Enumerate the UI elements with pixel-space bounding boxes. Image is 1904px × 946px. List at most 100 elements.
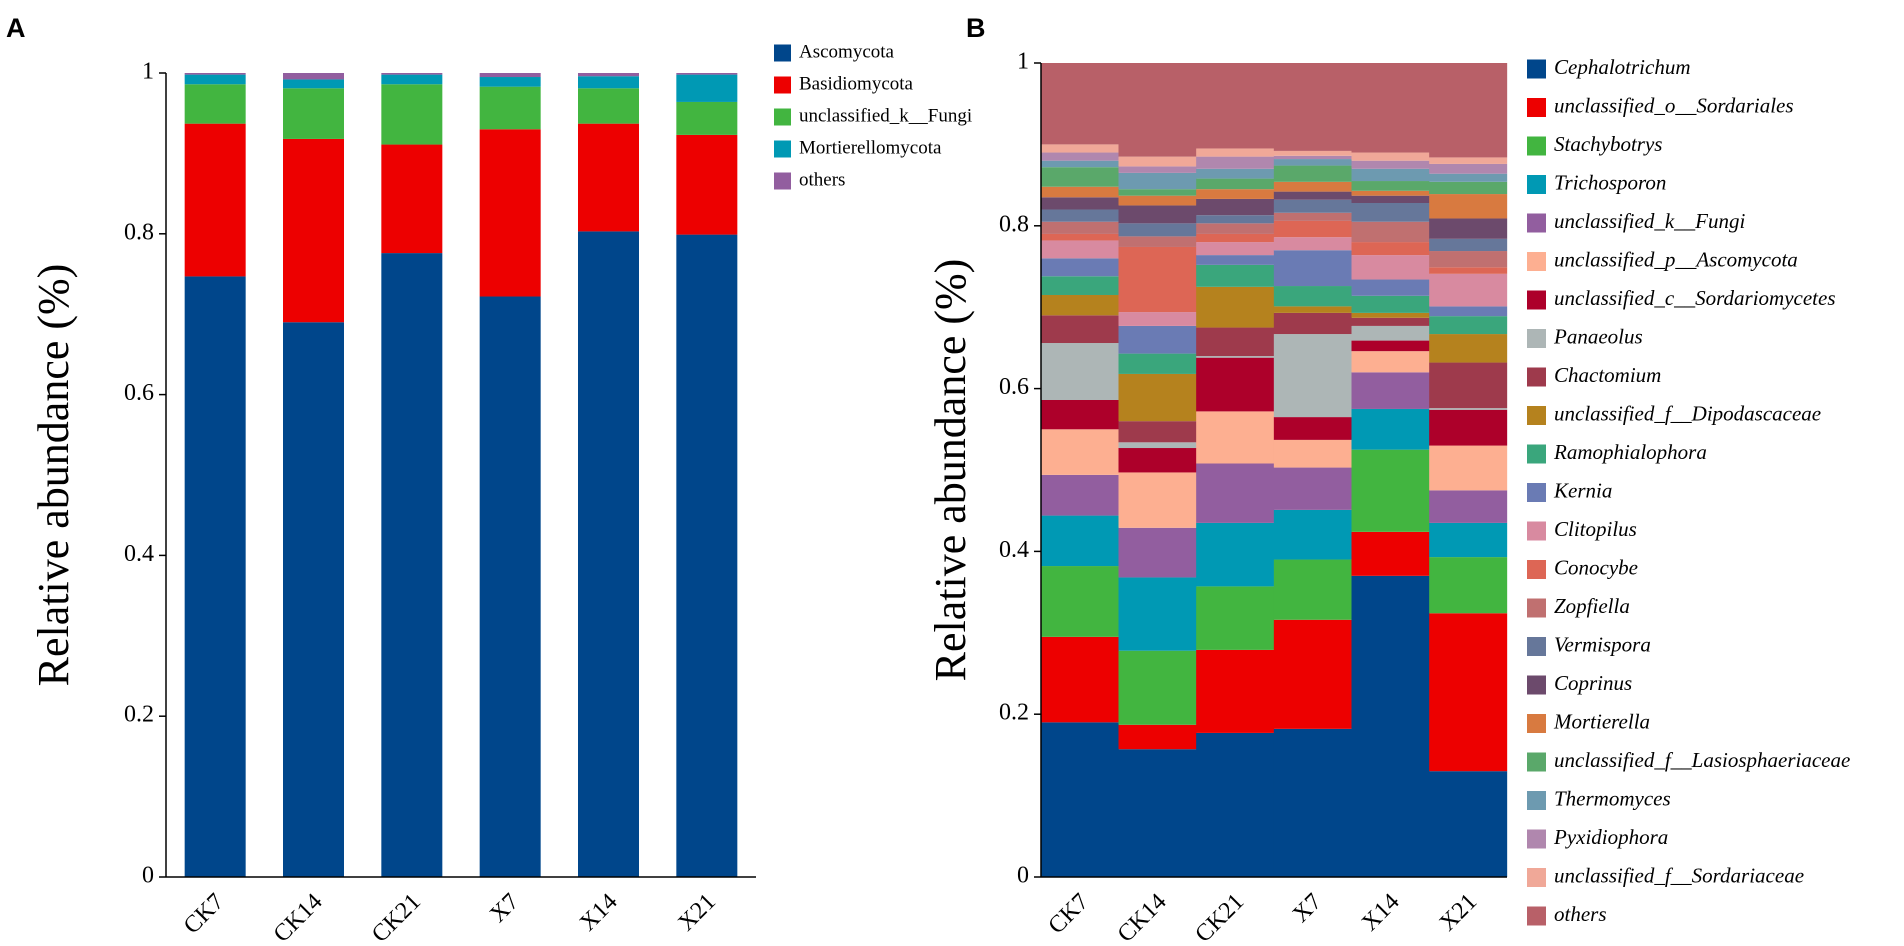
bar-segment bbox=[578, 123, 639, 232]
x-tick-label: CK21 bbox=[1190, 889, 1249, 946]
bar-segment bbox=[1273, 559, 1352, 620]
bar-segment bbox=[1040, 722, 1119, 877]
legend-label: Vermispora bbox=[1554, 632, 1651, 656]
bar-segment bbox=[1196, 233, 1275, 243]
legend-swatch bbox=[1527, 714, 1546, 733]
legend-label: unclassified_f__Sordariaceae bbox=[1554, 863, 1804, 887]
bar-segment bbox=[184, 73, 246, 75]
bar-segment bbox=[1351, 575, 1430, 877]
bar-segment bbox=[1196, 189, 1275, 199]
y-tick-label: 0.2 bbox=[124, 702, 154, 728]
bar-segment bbox=[1273, 417, 1352, 440]
legend-swatch bbox=[1527, 598, 1546, 618]
bar-segment bbox=[1351, 408, 1430, 450]
bar-segment bbox=[1273, 150, 1352, 156]
bar-segment bbox=[578, 231, 639, 877]
bar-segment bbox=[1196, 586, 1275, 650]
bar-segment bbox=[283, 88, 344, 139]
bar-segment bbox=[1118, 236, 1197, 247]
legend-label: Ramophialophora bbox=[1553, 440, 1707, 464]
bar-segment bbox=[1429, 181, 1508, 195]
bar-segment bbox=[1040, 233, 1119, 241]
bar-segment bbox=[1118, 246, 1197, 313]
bar-segment bbox=[1118, 421, 1197, 443]
bar-segment bbox=[1196, 286, 1275, 328]
bar-segment bbox=[1196, 215, 1275, 224]
legend-swatch bbox=[1527, 329, 1546, 348]
bar-segment bbox=[1118, 195, 1197, 206]
legend-swatch bbox=[1527, 175, 1546, 194]
bar-segment bbox=[1351, 317, 1430, 326]
bar-segment bbox=[1429, 409, 1508, 446]
y-tick-label: 0.8 bbox=[124, 219, 154, 245]
legend-swatch bbox=[1527, 252, 1546, 271]
bar-segment bbox=[676, 73, 738, 75]
legend-swatch bbox=[1527, 752, 1546, 772]
legend-label: Zopfiella bbox=[1554, 594, 1630, 618]
legend-swatch bbox=[1527, 906, 1546, 926]
bar-segment bbox=[1351, 255, 1430, 280]
bar-segment bbox=[1118, 156, 1197, 167]
bar-segment bbox=[1351, 279, 1430, 296]
bar-segment bbox=[1351, 221, 1430, 243]
bar-segment bbox=[1040, 566, 1119, 637]
bar-segment bbox=[1118, 205, 1197, 224]
bar-segment bbox=[1429, 157, 1508, 164]
bar-segment bbox=[1273, 212, 1352, 221]
bar-segment bbox=[1429, 218, 1508, 239]
bar-segment bbox=[1273, 334, 1352, 418]
legend-label: unclassified_f__Lasiosphaeriaceae bbox=[1554, 748, 1850, 772]
bar-segment bbox=[1351, 531, 1430, 576]
bar-segment bbox=[1351, 295, 1430, 313]
bar-segment bbox=[1040, 474, 1119, 516]
legend-swatch bbox=[1527, 444, 1546, 464]
y-tick-label: 0.2 bbox=[999, 700, 1029, 726]
legend-label: Mortierella bbox=[1553, 709, 1650, 733]
bar-segment bbox=[1196, 264, 1275, 287]
bar-segment bbox=[1040, 209, 1119, 222]
bar-segment bbox=[1196, 411, 1275, 464]
bar-segment bbox=[1040, 152, 1119, 161]
bar-segment bbox=[1196, 357, 1275, 412]
legend-swatch bbox=[774, 172, 791, 190]
bar-segment bbox=[1429, 408, 1508, 410]
x-tick-label: X7 bbox=[1288, 889, 1327, 928]
legend-swatch bbox=[1527, 868, 1546, 887]
bar-segment bbox=[1273, 165, 1352, 182]
bar-segment bbox=[1040, 636, 1119, 723]
bar-segment bbox=[1196, 732, 1275, 877]
bar-segment bbox=[1429, 334, 1508, 363]
legend-label: Trichosporon bbox=[1554, 170, 1666, 194]
legend-label: Clitopilus bbox=[1554, 517, 1637, 541]
legend-label: Conocybe bbox=[1554, 555, 1638, 579]
bar-segment bbox=[1118, 325, 1197, 354]
bar-segment bbox=[578, 73, 639, 77]
bar-segment bbox=[1351, 160, 1430, 169]
bar-segment bbox=[1118, 312, 1197, 326]
bar-segment bbox=[1273, 728, 1352, 877]
legend-label: others bbox=[1554, 902, 1607, 926]
bar-segment bbox=[1351, 325, 1430, 341]
bar-segment bbox=[1429, 557, 1508, 614]
legend-label: unclassified_o__Sordariales bbox=[1554, 93, 1794, 117]
bar-segment bbox=[1040, 197, 1119, 210]
x-tick-label: CK14 bbox=[269, 889, 328, 946]
legend-swatch bbox=[1527, 406, 1546, 425]
bar-segment bbox=[1040, 186, 1119, 198]
y-tick-label: 1 bbox=[1017, 49, 1029, 75]
bar-segment bbox=[283, 322, 344, 877]
bar-segment bbox=[1118, 442, 1197, 449]
bar-segment bbox=[1429, 238, 1508, 252]
bar-segment bbox=[1273, 191, 1352, 200]
bar-segment bbox=[1351, 340, 1430, 352]
bar-segment bbox=[1040, 160, 1119, 168]
bar-segment bbox=[381, 84, 443, 145]
bar-segment bbox=[578, 76, 639, 89]
bar-segment bbox=[1040, 258, 1119, 277]
bar-segment bbox=[1196, 327, 1275, 357]
bar-segment bbox=[1040, 429, 1119, 475]
bar-segment bbox=[1118, 353, 1197, 374]
bar-segment bbox=[1351, 168, 1430, 182]
